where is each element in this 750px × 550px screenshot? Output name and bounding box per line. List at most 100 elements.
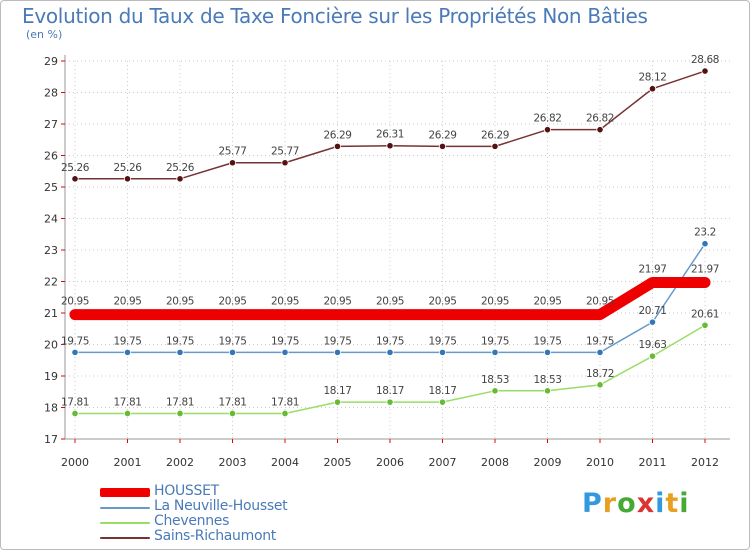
data-label: 20.95 [113,296,141,308]
data-label: 20.95 [323,296,351,308]
data-point [386,142,394,150]
data-point [543,387,552,395]
data-label: 17.81 [166,396,194,408]
x-tick-label: 2000 [61,456,89,469]
data-label: 20.61 [691,308,719,320]
x-tick-label: 2011 [639,456,667,469]
chart-title: Evolution du Taux de Taxe Foncière sur l… [22,4,648,28]
data-point [123,175,132,183]
y-tick-label: 26 [44,150,58,163]
data-point [648,352,657,360]
data-label: 26.82 [533,113,561,125]
legend-swatch [100,507,150,509]
data-point [71,348,79,356]
legend-label: Sains-Richaumont [154,528,276,544]
y-tick-label: 22 [44,276,58,289]
data-point [491,348,499,356]
data-label: 26.29 [323,129,351,141]
data-label: 20.95 [586,296,614,308]
y-tick-label: 19 [44,370,58,383]
data-label: 20.95 [218,296,246,308]
proxiti-logo: Proxiti [582,488,690,519]
data-label: 20.95 [61,296,89,308]
data-label: 19.75 [61,335,89,347]
data-point [386,348,394,356]
data-label: 26.29 [481,129,509,141]
data-point [71,409,79,418]
data-label: 18.17 [323,385,351,397]
data-point [333,398,342,406]
x-tick-label: 2001 [114,456,142,469]
data-point [596,348,604,356]
data-point [701,240,709,248]
data-label: 18.53 [481,374,509,386]
data-label: 19.75 [271,335,299,347]
data-label: 26.31 [376,129,404,141]
data-label: 23.2 [694,227,716,239]
x-tick-label: 2005 [324,456,352,469]
data-point [596,381,604,389]
data-point [228,348,237,356]
data-label: 21.97 [638,263,666,275]
data-label: 26.29 [428,129,456,141]
data-label: 25.26 [166,162,195,174]
data-label: 17.81 [61,396,89,408]
data-label: 25.26 [61,162,90,174]
data-point [176,348,184,356]
data-point [281,159,289,167]
data-label: 20.95 [533,296,561,308]
data-label: 19.63 [638,339,666,351]
legend-swatch [100,522,150,524]
x-tick-label: 2003 [219,456,247,469]
data-point [701,67,709,75]
data-label: 18.17 [376,385,404,397]
data-point [491,142,499,150]
data-label: 19.75 [533,335,561,347]
data-label: 19.75 [376,335,404,347]
data-point [648,318,657,326]
y-tick-label: 20 [44,339,58,352]
data-label: 20.95 [271,296,299,308]
data-point [71,175,79,183]
y-tick-label: 23 [44,244,58,257]
data-point [438,142,447,150]
data-label: 20.95 [481,296,509,308]
data-point [543,348,552,356]
x-tick-label: 2004 [271,456,299,469]
legend-swatch [100,488,150,497]
data-label: 20.95 [166,296,194,308]
unit-label: (en %) [26,28,63,41]
data-label: 25.77 [271,146,299,158]
data-label: 19.75 [113,335,141,347]
data-label: 21.97 [691,263,719,275]
data-label: 26.82 [586,113,614,125]
data-point [123,348,132,356]
data-label: 25.26 [113,162,142,174]
data-point [281,348,289,356]
data-label: 20.95 [376,296,404,308]
y-tick-label: 21 [44,307,58,320]
y-tick-label: 28 [44,87,58,100]
legend-label: HOUSSET [154,483,219,499]
x-tick-label: 2006 [376,456,404,469]
data-point [281,409,289,418]
data-label: 19.75 [218,335,246,347]
data-label: 17.81 [113,396,141,408]
data-label: 19.75 [481,335,509,347]
y-tick-label: 18 [44,402,58,415]
data-label: 20.71 [638,305,666,317]
y-tick-label: 27 [44,118,58,131]
y-tick-label: 29 [44,55,58,68]
data-label: 18.17 [428,385,456,397]
data-point [333,142,342,150]
data-label: 19.75 [166,335,194,347]
y-tick-label: 17 [44,433,58,446]
x-tick-label: 2012 [691,456,719,469]
data-point [333,348,342,356]
data-label: 19.75 [428,335,456,347]
data-point [701,321,709,329]
legend-swatch [100,537,150,539]
data-point [228,159,237,167]
y-tick-label: 24 [44,213,58,226]
